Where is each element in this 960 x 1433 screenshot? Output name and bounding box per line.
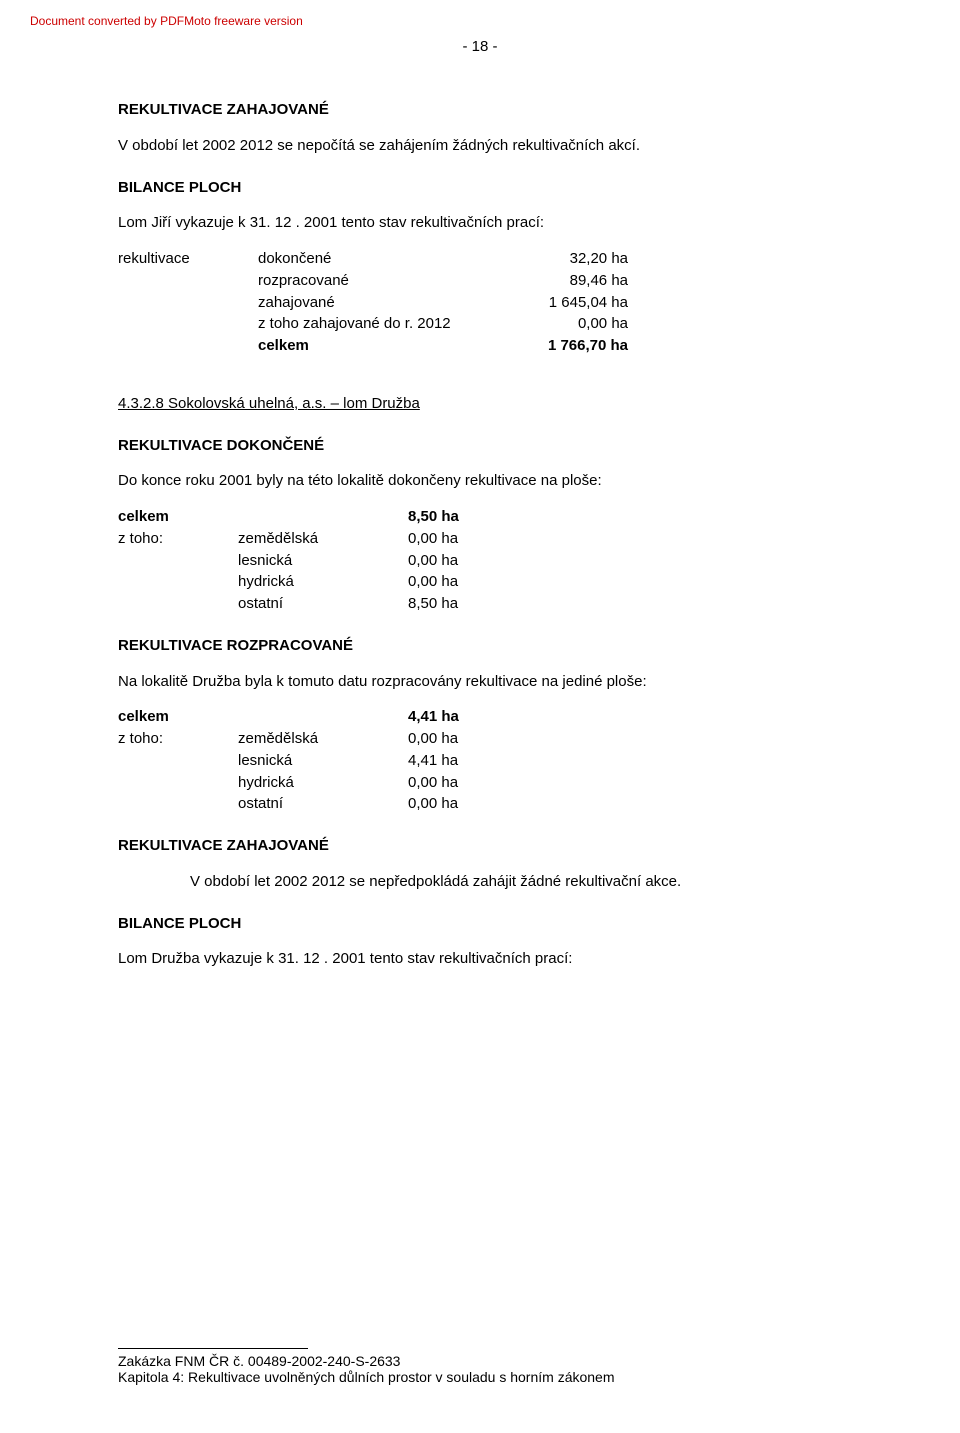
table-label: lesnická — [238, 750, 408, 772]
table-value: 32,20 ha — [498, 248, 628, 270]
table-value: 0,00 ha — [408, 571, 508, 593]
table-value: 0,00 ha — [408, 550, 508, 572]
table-value: 0,00 ha — [408, 772, 508, 794]
table-row: hydrická 0,00 ha — [118, 571, 890, 593]
table-row: rozpracované 89,46 ha — [118, 270, 890, 292]
table-label: rozpracované — [258, 270, 498, 292]
table-label: dokončené — [258, 248, 498, 270]
table-row: celkem 4,41 ha — [118, 706, 890, 728]
table-row: lesnická 4,41 ha — [118, 750, 890, 772]
table-label: zahajované — [258, 292, 498, 314]
table-value: 0,00 ha — [408, 528, 508, 550]
footer-divider — [118, 1348, 308, 1349]
text-bilance-2: Lom Družba vykazuje k 31. 12 . 2001 tent… — [118, 948, 890, 970]
heading-zahajovane-2: REKULTIVACE ZAHAJOVANÉ — [118, 835, 890, 857]
table-label: z toho zahajované do r. 2012 — [258, 313, 498, 335]
table-value: 4,41 ha — [408, 750, 508, 772]
page-footer: Zakázka FNM ČR č. 00489-2002-240-S-2633 … — [118, 1348, 615, 1385]
table-value: 89,46 ha — [498, 270, 628, 292]
page-number: - 18 - — [0, 0, 960, 79]
table-value: 0,00 ha — [408, 793, 508, 815]
table-value: 1 766,70 ha — [498, 335, 628, 357]
table-ztoho: z toho: — [118, 528, 238, 550]
table-row: celkem 8,50 ha — [118, 506, 890, 528]
table-total-value: 4,41 ha — [408, 706, 508, 728]
text-rozpracovane: Na lokalitě Družba byla k tomuto datu ro… — [118, 671, 890, 693]
table-row: ostatní 8,50 ha — [118, 593, 890, 615]
heading-druzba: 4.3.2.8 Sokolovská uhelná, a.s. – lom Dr… — [118, 393, 890, 415]
pdf-converter-note: Document converted by PDFMoto freeware v… — [30, 14, 303, 28]
table-col-label: rekultivace — [118, 248, 258, 270]
table-label: hydrická — [238, 772, 408, 794]
table-total-label: celkem — [118, 706, 238, 728]
table-row: zahajované 1 645,04 ha — [118, 292, 890, 314]
table-dokoncene: celkem 8,50 ha z toho: zemědělská 0,00 h… — [118, 506, 890, 615]
heading-rozpracovane: REKULTIVACE ROZPRACOVANÉ — [118, 635, 890, 657]
page-content: REKULTIVACE ZAHAJOVANÉ V období let 2002… — [0, 99, 960, 970]
table-label: celkem — [258, 335, 498, 357]
table-bilance-1: rekultivace dokončené 32,20 ha rozpracov… — [118, 248, 890, 357]
table-label: zemědělská — [238, 728, 408, 750]
table-row: ostatní 0,00 ha — [118, 793, 890, 815]
table-row: z toho: zemědělská 0,00 ha — [118, 728, 890, 750]
table-ztoho: z toho: — [118, 728, 238, 750]
table-label: hydrická — [238, 571, 408, 593]
table-value: 8,50 ha — [408, 593, 508, 615]
table-row: rekultivace dokončené 32,20 ha — [118, 248, 890, 270]
table-value: 0,00 ha — [408, 728, 508, 750]
table-label: ostatní — [238, 593, 408, 615]
table-row: lesnická 0,00 ha — [118, 550, 890, 572]
heading-bilance-2: BILANCE PLOCH — [118, 913, 890, 935]
table-total-value: 8,50 ha — [408, 506, 508, 528]
footer-line-1: Zakázka FNM ČR č. 00489-2002-240-S-2633 — [118, 1353, 615, 1369]
table-rozpracovane: celkem 4,41 ha z toho: zemědělská 0,00 h… — [118, 706, 890, 815]
table-row: z toho: zemědělská 0,00 ha — [118, 528, 890, 550]
table-value: 0,00 ha — [498, 313, 628, 335]
text-zahajovane-1: V období let 2002 2012 se nepočítá se za… — [118, 135, 890, 157]
table-value: 1 645,04 ha — [498, 292, 628, 314]
text-bilance-1: Lom Jiří vykazuje k 31. 12 . 2001 tento … — [118, 212, 890, 234]
table-label: ostatní — [238, 793, 408, 815]
text-dokoncene: Do konce roku 2001 byly na této lokalitě… — [118, 470, 890, 492]
footer-line-2: Kapitola 4: Rekultivace uvolněných důlní… — [118, 1369, 615, 1385]
table-row: z toho zahajované do r. 2012 0,00 ha — [118, 313, 890, 335]
table-label: zemědělská — [238, 528, 408, 550]
heading-zahajovane-1: REKULTIVACE ZAHAJOVANÉ — [118, 99, 890, 121]
table-label: lesnická — [238, 550, 408, 572]
table-total-label: celkem — [118, 506, 238, 528]
table-row: celkem 1 766,70 ha — [118, 335, 890, 357]
heading-bilance-1: BILANCE PLOCH — [118, 177, 890, 199]
table-row: hydrická 0,00 ha — [118, 772, 890, 794]
text-zahajovane-2: V období let 2002 2012 se nepředpokládá … — [118, 871, 890, 893]
heading-dokoncene: REKULTIVACE DOKONČENÉ — [118, 435, 890, 457]
